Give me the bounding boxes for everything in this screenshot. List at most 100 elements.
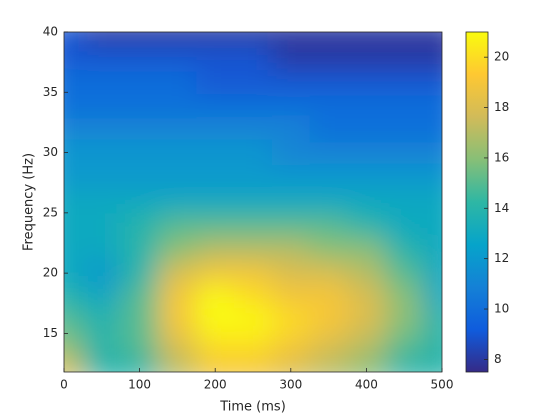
heatmap-cell [196, 140, 235, 166]
heatmap-cell [423, 236, 442, 262]
heatmap-cell [158, 140, 197, 166]
heatmap-cell [423, 333, 442, 359]
heatmap-cell [196, 32, 235, 45]
x-tick-label: 0 [60, 378, 68, 392]
heatmap-cell [120, 333, 159, 359]
heatmap-cell [64, 164, 84, 190]
heatmap-cell [64, 32, 84, 45]
y-tick-label: 25 [43, 205, 58, 219]
heatmap-cell [385, 68, 424, 93]
heatmap-cell [120, 285, 159, 310]
heatmap-cell [234, 212, 273, 238]
heatmap-cell [196, 285, 235, 310]
heatmap-cell [234, 333, 273, 359]
heatmap-cell [196, 333, 235, 359]
heatmap-cell [271, 44, 311, 69]
heatmap-cell [64, 212, 84, 238]
heatmap-cell [423, 116, 442, 142]
heatmap-cell [309, 212, 348, 238]
colorbar-tick-label: 12 [494, 251, 509, 265]
heatmap-cell [423, 32, 442, 45]
heatmap-cell [120, 164, 159, 190]
colorbar-tick-label: 8 [494, 352, 502, 366]
heatmap-cell [120, 32, 159, 45]
heatmap-cell [64, 357, 84, 372]
heatmap-cell [271, 68, 311, 93]
heatmap-cell [309, 309, 348, 334]
heatmap-cell [64, 140, 84, 166]
heatmap-cell [271, 261, 311, 286]
heatmap-cell [120, 44, 159, 69]
heatmap-cell [158, 261, 197, 286]
y-tick-label: 30 [43, 145, 58, 159]
heatmap-cell [385, 309, 424, 334]
heatmap-cell [158, 309, 197, 334]
heatmap-cell [82, 68, 122, 93]
heatmap-cell [158, 333, 197, 359]
heatmap-cell [234, 164, 273, 190]
heatmap-cell [158, 285, 197, 310]
heatmap-cell [234, 357, 273, 372]
heatmap-cell [120, 116, 159, 142]
heatmap-cell [234, 68, 273, 93]
y-tick-label: 40 [43, 25, 58, 39]
heatmap-cell [82, 285, 122, 310]
heatmap-cell [271, 188, 311, 214]
heatmap-cell [309, 116, 348, 142]
heatmap-cell [271, 212, 311, 238]
heatmap-cell [309, 188, 348, 214]
heatmap-cell [158, 357, 197, 372]
heatmap-cell [423, 92, 442, 117]
y-tick-label: 35 [43, 85, 58, 99]
y-tick-label: 15 [43, 326, 58, 340]
heatmap-cell [271, 116, 311, 142]
heatmap-cell [64, 92, 84, 117]
heatmap-cell [271, 285, 311, 310]
heatmap-cell [196, 44, 235, 69]
heatmap-cell [234, 236, 273, 262]
heatmap-cell [385, 116, 424, 142]
heatmap-cell [82, 212, 122, 238]
heatmap-cell [234, 116, 273, 142]
heatmap-cell [196, 116, 235, 142]
heatmap-cell [120, 68, 159, 93]
colorbar-frame [465, 31, 489, 373]
heatmap-cell [234, 309, 273, 334]
heatmap-cell [385, 188, 424, 214]
heatmap-cell [82, 44, 122, 69]
heatmap-cell [196, 212, 235, 238]
heatmap-cell [64, 68, 84, 93]
heatmap-cell [309, 92, 348, 117]
heatmap-cell [234, 285, 273, 310]
heatmap-cell [309, 164, 348, 190]
heatmap-cell [64, 285, 84, 310]
heatmap-cell [347, 140, 386, 166]
x-tick-label: 400 [355, 378, 378, 392]
y-axis-label: Frequency (Hz) [22, 153, 37, 251]
x-axis-label: Time (ms) [219, 400, 286, 415]
heatmap-cell [158, 32, 197, 45]
heatmap-cell [196, 236, 235, 262]
heatmap-cell [309, 285, 348, 310]
heatmap-cell [423, 44, 442, 69]
heatmap-cell [385, 164, 424, 190]
heatmap-cell [234, 188, 273, 214]
x-tick-label: 200 [204, 378, 227, 392]
colorbar-tick-label: 14 [494, 201, 509, 215]
heatmap-cell [120, 140, 159, 166]
heatmap-cell [347, 285, 386, 310]
heatmap-cell [120, 261, 159, 286]
heatmap-cell [309, 236, 348, 262]
heatmap-cell [385, 261, 424, 286]
heatmap-cell [234, 140, 273, 166]
heatmap-cell [423, 357, 442, 372]
heatmap-cell [385, 357, 424, 372]
heatmap-cell [82, 32, 122, 45]
heatmap-cell [309, 140, 348, 166]
heatmap-cell [82, 357, 122, 372]
heatmap-cell [309, 44, 348, 69]
heatmap-cell [64, 44, 84, 69]
heatmap-cell [158, 164, 197, 190]
heatmap-cell [423, 164, 442, 190]
